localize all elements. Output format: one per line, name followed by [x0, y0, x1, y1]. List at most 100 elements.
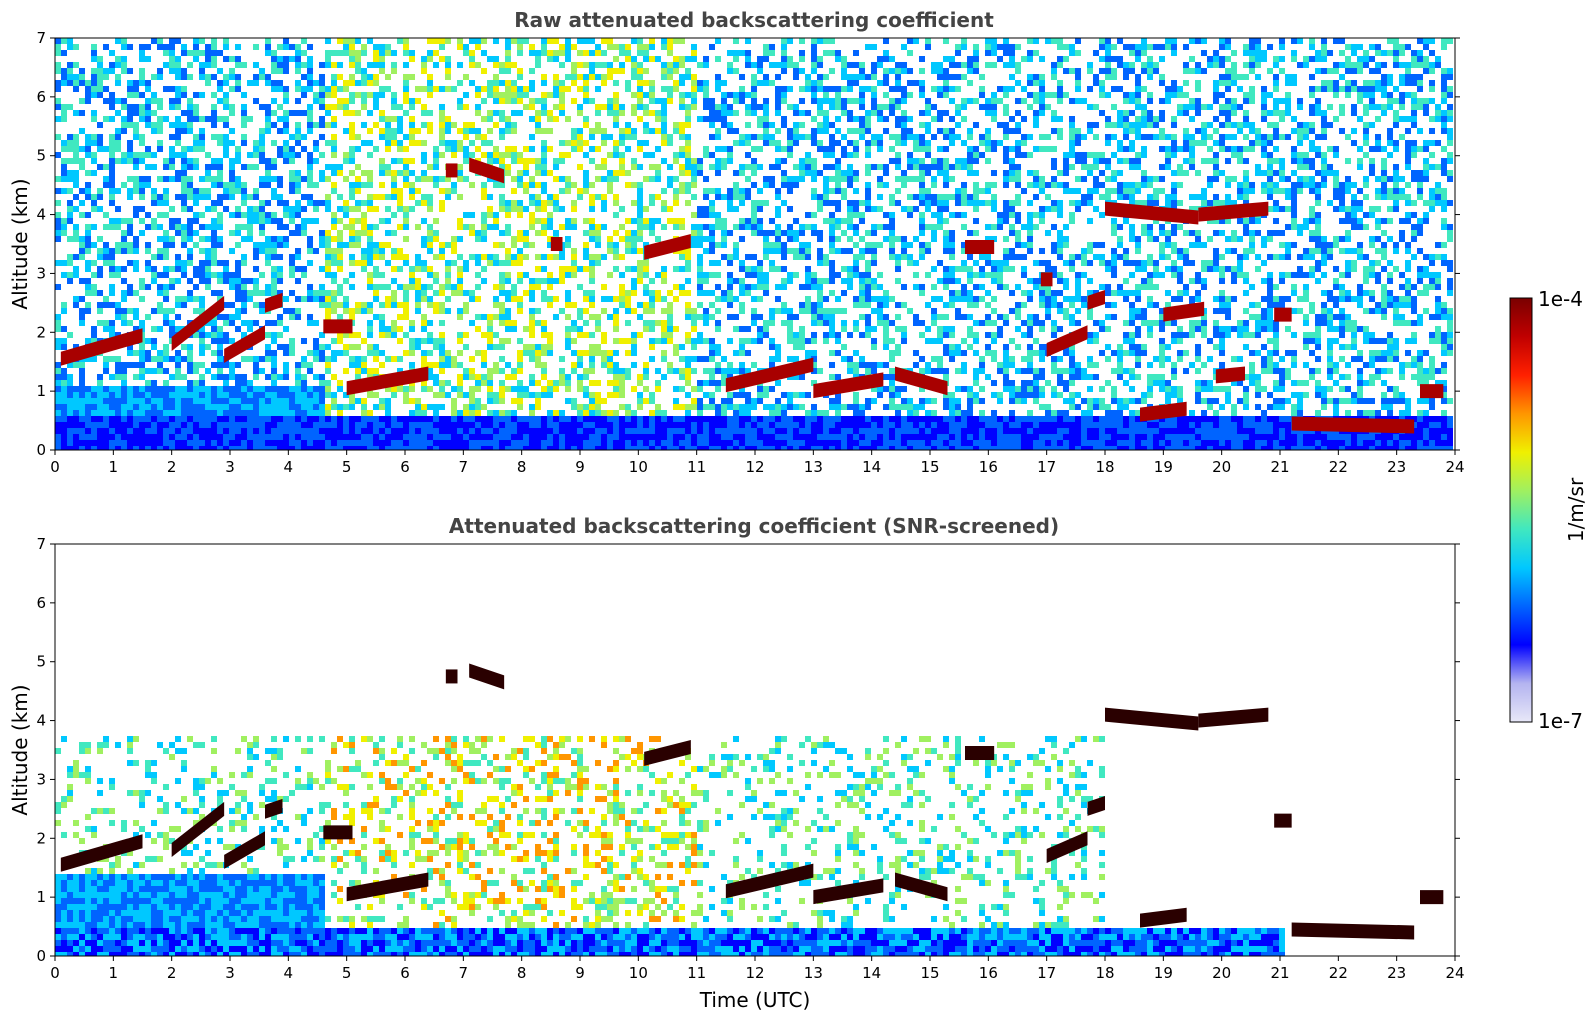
x-tick-label: 24 [1445, 964, 1464, 982]
x-tick-label: 19 [1154, 458, 1173, 476]
x-tick-label: 11 [687, 458, 706, 476]
screened-y-axis-label: Altitude (km) [8, 684, 32, 815]
x-tick-label: 12 [745, 964, 764, 982]
x-tick-label: 14 [862, 458, 881, 476]
x-tick-label: 23 [1387, 964, 1406, 982]
cloud-layer-20 [1140, 401, 1187, 422]
x-tick-label: 14 [862, 964, 881, 982]
colorbar: 1e-4 1e-7 1/m/sr [1509, 287, 1588, 733]
x-tick-label: 1 [109, 964, 119, 982]
colorbar-max-label: 1e-4 [1538, 287, 1583, 311]
y-tick-label: 5 [36, 147, 46, 165]
screened-backscatter-panel: Attenuated backscattering coefficient (S… [8, 514, 1465, 1012]
screened-x-ticks: 0 1 2 3 4 5 6 7 8 9 10 11 12 13 14 15 16 17 18 19 20 21 22 23 24 [50, 956, 1465, 982]
x-tick-label: 17 [1037, 458, 1056, 476]
x-tick-label: 13 [804, 458, 823, 476]
colorbar-gradient [1509, 297, 1533, 723]
cloud-layer-4 [323, 319, 353, 334]
raw-backscatter-panel: Raw attenuated backscattering coefficien… [8, 8, 1465, 476]
screened-heatmap-area [55, 663, 1444, 956]
cloud-layer-11 [895, 872, 948, 902]
y-tick-label: 6 [36, 88, 46, 106]
screened-chart-title: Attenuated backscattering coefficient (S… [449, 514, 1059, 538]
x-tick-label: 18 [1095, 458, 1114, 476]
x-tick-label: 20 [1212, 964, 1231, 982]
colorbar-min-label: 1e-7 [1538, 709, 1583, 733]
x-tick-label: 9 [575, 458, 585, 476]
cloud-layer-10 [813, 878, 884, 905]
x-tick-label: 18 [1095, 964, 1114, 982]
y-tick-label: 5 [36, 653, 46, 671]
x-tick-label: 22 [1329, 458, 1348, 476]
x-tick-label: 0 [50, 458, 60, 476]
x-tick-label: 3 [225, 964, 235, 982]
x-tick-label: 6 [400, 964, 410, 982]
x-tick-label: 19 [1154, 964, 1173, 982]
x-tick-label: 10 [629, 964, 648, 982]
cloud-layer-1 [171, 801, 225, 858]
x-tick-label: 7 [459, 964, 469, 982]
raw-chart-title: Raw attenuated backscattering coefficien… [514, 8, 994, 32]
cloud-layer-8 [550, 237, 563, 251]
cloud-layer-4 [323, 825, 353, 840]
cloud-layer-13 [965, 239, 995, 254]
x-tick-label: 16 [979, 458, 998, 476]
cloud-layer-14 [1040, 272, 1053, 287]
y-tick-label: 7 [36, 535, 46, 553]
x-tick-label: 17 [1037, 964, 1056, 982]
x-tick-label: 8 [517, 458, 527, 476]
x-tick-label: 4 [284, 964, 294, 982]
cloud-layer-19 [1291, 922, 1415, 940]
cloud-layer-16 [1198, 707, 1269, 728]
cloud-layer-22 [1274, 307, 1292, 322]
x-tick-label: 16 [979, 964, 998, 982]
cloud-layer-16 [1087, 289, 1105, 310]
cloud-layer-20 [1420, 890, 1444, 905]
cloud-layer-23 [1291, 416, 1415, 434]
cloud-layer-11 [813, 372, 884, 399]
y-tick-label: 0 [36, 947, 46, 965]
x-tick-label: 2 [167, 458, 177, 476]
cloud-layer-19 [1163, 301, 1205, 322]
cloud-layer-13 [1046, 831, 1088, 863]
cloud-layer-12 [895, 366, 948, 396]
y-tick-label: 1 [36, 888, 46, 906]
cloud-layer-9 [644, 234, 691, 260]
cloud-layer-5 [346, 366, 429, 396]
cloud-layer-3 [265, 292, 283, 313]
x-tick-label: 15 [920, 964, 939, 982]
x-tick-label: 11 [687, 964, 706, 982]
cloud-layer-12 [965, 745, 995, 760]
cloud-layer-6 [445, 669, 458, 684]
raw-y-axis-label: Altitude (km) [8, 178, 32, 309]
x-tick-label: 5 [342, 964, 352, 982]
x-axis-label: Time (UTC) [699, 988, 811, 1012]
cloud-layer-18 [1198, 201, 1269, 222]
x-tick-label: 6 [400, 458, 410, 476]
cloud-layer-2 [224, 325, 265, 363]
y-tick-label: 6 [36, 594, 46, 612]
cloud-layer-10 [725, 357, 814, 393]
y-tick-label: 4 [36, 206, 46, 224]
x-tick-label: 15 [920, 458, 939, 476]
x-tick-label: 2 [167, 964, 177, 982]
cloud-layer-0 [60, 328, 143, 366]
raw-heatmap-area [55, 38, 1453, 450]
y-tick-label: 4 [36, 712, 46, 730]
cloud-layer-9 [725, 863, 814, 899]
x-tick-label: 21 [1270, 458, 1289, 476]
cloud-layer-17 [1105, 201, 1199, 225]
cloud-layer-6 [445, 163, 458, 178]
x-tick-label: 8 [517, 964, 527, 982]
colorbar-unit-label: 1/m/sr [1564, 477, 1588, 542]
cloud-layer-5 [346, 872, 429, 902]
x-tick-label: 3 [225, 458, 235, 476]
y-tick-label: 2 [36, 829, 46, 847]
x-tick-label: 23 [1387, 458, 1406, 476]
x-tick-label: 0 [50, 964, 60, 982]
x-tick-label: 24 [1445, 458, 1464, 476]
cloud-layer-7 [469, 663, 505, 690]
raw-x-ticks: 0 1 2 3 4 5 6 7 8 9 10 11 12 13 14 15 16 17 18 19 20 21 22 23 24 [50, 450, 1465, 476]
cloud-layer-3 [265, 798, 283, 819]
